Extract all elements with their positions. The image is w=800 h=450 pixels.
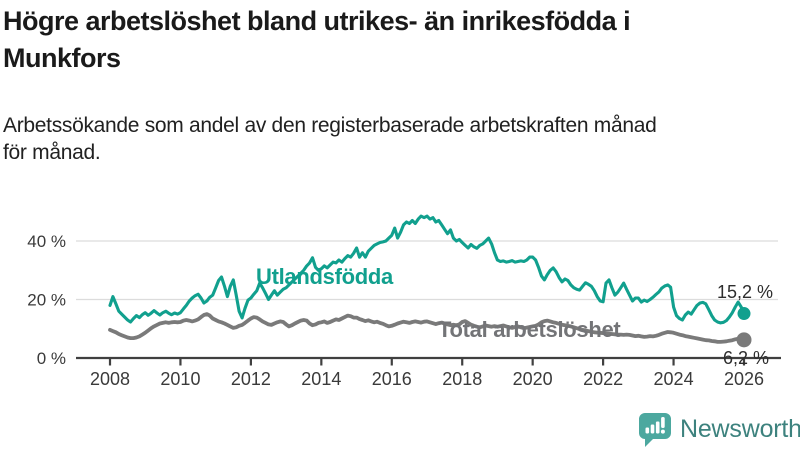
x-tick-label-2024: 2024: [654, 369, 694, 389]
series-label-utlandsfodda: Utlandsfödda: [256, 264, 394, 289]
x-tick-label-2008: 2008: [90, 369, 130, 389]
x-tick-label-2018: 2018: [442, 369, 482, 389]
x-tick-label-2010: 2010: [160, 369, 200, 389]
series-line-utlandsfodda: [108, 214, 746, 325]
x-tick-label-2026: 2026: [724, 369, 764, 389]
x-tick-label-2020: 2020: [513, 369, 553, 389]
y-tick-label-40: 40 %: [27, 232, 66, 251]
chart-subtitle: Arbetssökande som andel av den registerb…: [3, 112, 797, 166]
x-tick-label-2012: 2012: [231, 369, 271, 389]
newsworthy-bubble-chart-icon: [639, 412, 671, 447]
title-line-1: Högre arbetslöshet bland utrikes- än inr…: [3, 6, 631, 36]
annotation-utlandsfodda-end-value: 15,2 %: [717, 282, 773, 302]
title-line-2: Munkfors: [3, 43, 121, 73]
bar-2: [650, 424, 655, 433]
chart-plot-area: 2008 2010 2012 2014 2016 2018 2020 2022 2024 2026…: [27, 214, 781, 389]
x-tick-label-2014: 2014: [301, 369, 341, 389]
exclamation-stem: [661, 416, 665, 428]
newsworthy-logo[interactable]: Newsworthy: [636, 410, 800, 448]
x-tick-label-2022: 2022: [583, 369, 623, 389]
subtitle-line-1: Arbetssökande som andel av den registerb…: [3, 114, 657, 137]
subtitle-line-2: för månad.: [3, 141, 101, 164]
page-title: Högre arbetslöshet bland utrikes- än inr…: [3, 3, 797, 77]
bar-1: [645, 427, 650, 433]
series-label-total-arbetsloshet: Total arbetslöshet: [438, 317, 621, 342]
y-tick-label-20: 20 %: [27, 291, 66, 310]
newsworthy-wordmark: Newsworthy: [680, 414, 800, 443]
y-tick-label-0: 0 %: [37, 349, 66, 368]
exclamation-dot: [660, 429, 665, 434]
bar-3: [655, 421, 660, 433]
x-tick-label-2016: 2016: [372, 369, 412, 389]
speech-bubble-shape: [639, 412, 671, 447]
series-end-dot-utlandsfodda: [737, 307, 751, 321]
series-line-total: [108, 312, 746, 344]
annotation-total-end-value: 6,2 %: [723, 348, 769, 368]
series-end-dot-total: [736, 332, 752, 348]
